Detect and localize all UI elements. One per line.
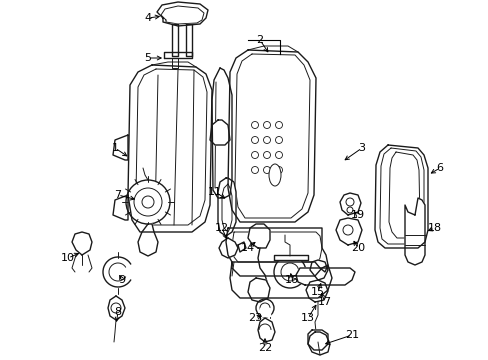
Polygon shape xyxy=(218,178,236,236)
Polygon shape xyxy=(374,145,427,248)
Polygon shape xyxy=(72,232,92,255)
Polygon shape xyxy=(209,120,229,145)
Polygon shape xyxy=(225,228,327,272)
Polygon shape xyxy=(258,318,274,342)
Polygon shape xyxy=(335,218,361,245)
Polygon shape xyxy=(309,260,327,280)
Circle shape xyxy=(346,207,352,213)
Polygon shape xyxy=(307,332,329,355)
Text: 5: 5 xyxy=(144,53,151,63)
Polygon shape xyxy=(247,278,269,302)
Text: 7: 7 xyxy=(114,190,122,200)
Text: 8: 8 xyxy=(114,307,122,317)
Text: 1: 1 xyxy=(111,143,118,153)
Text: 9: 9 xyxy=(118,275,125,285)
Polygon shape xyxy=(128,65,212,232)
Text: 11: 11 xyxy=(207,187,222,197)
Text: 14: 14 xyxy=(241,243,255,253)
Circle shape xyxy=(111,303,121,313)
Polygon shape xyxy=(273,255,307,260)
Polygon shape xyxy=(260,308,269,316)
Polygon shape xyxy=(138,224,158,256)
Text: 4: 4 xyxy=(144,13,151,23)
Circle shape xyxy=(346,198,353,206)
Circle shape xyxy=(273,256,305,288)
Text: 22: 22 xyxy=(257,343,271,353)
Circle shape xyxy=(281,263,298,281)
Polygon shape xyxy=(185,24,192,56)
Circle shape xyxy=(342,225,352,235)
Text: 19: 19 xyxy=(350,210,365,220)
Text: 18: 18 xyxy=(427,223,441,233)
Text: 15: 15 xyxy=(310,287,325,297)
Text: 6: 6 xyxy=(436,163,443,173)
Polygon shape xyxy=(404,198,424,265)
Ellipse shape xyxy=(268,164,281,186)
Circle shape xyxy=(142,196,154,208)
Polygon shape xyxy=(219,238,238,258)
Circle shape xyxy=(126,180,170,224)
Polygon shape xyxy=(222,184,231,232)
Circle shape xyxy=(134,188,162,216)
Polygon shape xyxy=(305,280,327,302)
Polygon shape xyxy=(307,330,327,350)
Text: 20: 20 xyxy=(350,243,365,253)
Polygon shape xyxy=(238,242,245,252)
Polygon shape xyxy=(295,268,354,285)
Circle shape xyxy=(260,303,269,313)
Polygon shape xyxy=(212,68,231,198)
Text: 12: 12 xyxy=(215,223,228,233)
Circle shape xyxy=(256,299,273,317)
Polygon shape xyxy=(108,296,125,320)
Polygon shape xyxy=(157,2,207,26)
Polygon shape xyxy=(229,262,331,298)
Polygon shape xyxy=(227,50,315,222)
Polygon shape xyxy=(339,193,360,215)
Text: 3: 3 xyxy=(358,143,365,153)
Text: 2: 2 xyxy=(256,35,263,45)
Text: 23: 23 xyxy=(247,313,262,323)
Polygon shape xyxy=(113,195,128,220)
Text: 17: 17 xyxy=(317,297,331,307)
Text: 21: 21 xyxy=(344,330,358,340)
Polygon shape xyxy=(172,24,178,56)
Polygon shape xyxy=(163,52,192,58)
Polygon shape xyxy=(247,224,269,248)
Text: 13: 13 xyxy=(301,313,314,323)
Text: 10: 10 xyxy=(61,253,75,263)
Text: 16: 16 xyxy=(285,275,298,285)
Polygon shape xyxy=(113,135,128,160)
